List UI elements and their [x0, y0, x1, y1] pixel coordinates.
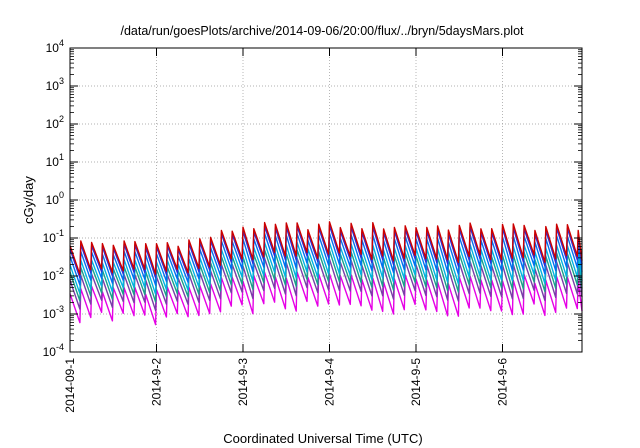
y-tick-exponent: 1 — [59, 152, 64, 162]
x-tick-label: 2014-9-5 — [409, 358, 423, 406]
series-layer — [69, 221, 583, 326]
y-tick-label: 10-1 — [43, 228, 64, 245]
y-tick-label: 10-4 — [43, 342, 64, 359]
x-tick-label: 2014-9-3 — [236, 358, 250, 406]
y-tick-exponent: -3 — [56, 304, 64, 314]
y-tick-label: 10-2 — [43, 266, 64, 283]
y-tick-base: 10 — [46, 155, 60, 169]
y-tick-exponent: -2 — [56, 266, 64, 276]
x-tick-labels: 2014-09-1 2014-9-2 2014-9-3 2014-9-4 2014-9-… — [63, 358, 510, 413]
y-tick-exponent: 2 — [59, 114, 64, 124]
series-line — [69, 271, 583, 326]
y-tick-exponent: -1 — [56, 228, 64, 238]
x-tick-label: 2014-09-1 — [63, 358, 77, 413]
y-tick-label: 10-3 — [43, 304, 64, 321]
y-tick-base: 10 — [46, 41, 60, 55]
y-tick-base: 10 — [46, 117, 60, 131]
y-tick-label: 103 — [46, 76, 64, 93]
y-axis-label: cGy/day — [21, 176, 36, 224]
y-tick-label: 104 — [46, 38, 64, 55]
series-line — [69, 221, 583, 276]
y-tick-exponent: -4 — [56, 342, 64, 352]
x-tick-label: 2014-9-4 — [323, 358, 337, 406]
y-tick-base: 10 — [46, 193, 60, 207]
y-tick-label: 101 — [46, 152, 64, 169]
y-tick-base: 10 — [43, 231, 57, 245]
y-tick-label: 100 — [46, 190, 64, 207]
x-axis-label: Coordinated Universal Time (UTC) — [223, 431, 422, 446]
y-tick-base: 10 — [43, 307, 57, 321]
y-tick-exponent: 4 — [59, 38, 64, 48]
x-tick-label: 2014-9-6 — [496, 358, 510, 406]
series-line — [69, 232, 583, 286]
grid-lines — [70, 48, 582, 352]
y-tick-exponent: 0 — [59, 190, 64, 200]
y-tick-label: 102 — [46, 114, 64, 131]
x-tick-label: 2014-9-2 — [150, 358, 164, 406]
y-tick-base: 10 — [46, 79, 60, 93]
chart-title: /data/run/goesPlots/archive/2014-09-06/2… — [120, 24, 524, 38]
y-tick-base: 10 — [43, 269, 57, 283]
y-tick-base: 10 — [43, 345, 57, 359]
y-tick-exponent: 3 — [59, 76, 64, 86]
axis-ticks — [69, 47, 582, 353]
